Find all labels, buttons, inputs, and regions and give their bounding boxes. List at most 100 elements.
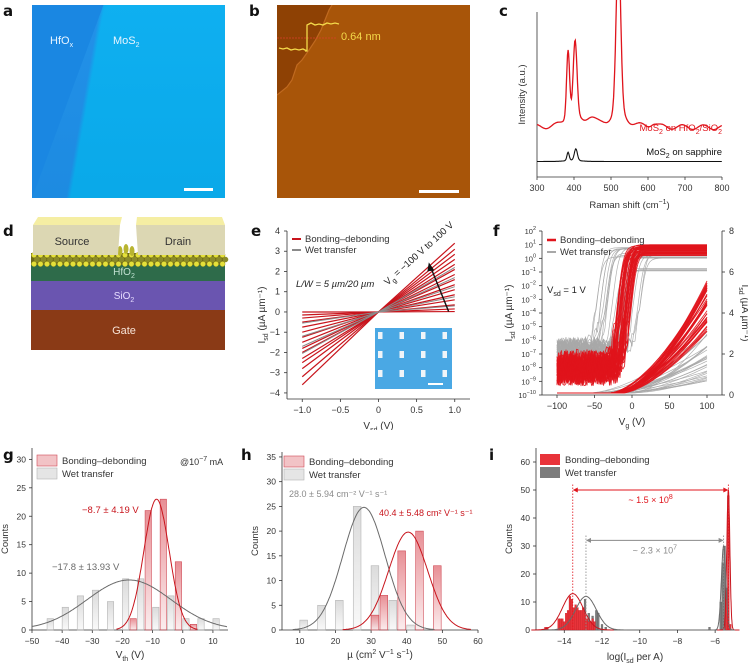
inset-electrode-pad — [399, 351, 404, 358]
mos2-atom — [99, 256, 105, 263]
text-part: 10 — [521, 364, 529, 373]
bar-bonding — [144, 510, 152, 631]
output-curve — [378, 242, 456, 313]
x-tick-label: 40 — [402, 636, 412, 646]
inset-electrode-pad — [442, 370, 447, 377]
text-part: 10 — [525, 227, 533, 236]
x-tick-label: −50 — [25, 636, 40, 646]
x-tick-label: −50 — [587, 401, 602, 411]
x-tick-label: 0 — [376, 405, 381, 415]
x-tick-label: −10 — [145, 636, 160, 646]
mos2-atom — [128, 261, 135, 267]
text-part: −1 — [402, 649, 410, 656]
legend-bonding: Bonding–debonding — [309, 457, 394, 468]
text-part: ~ 1.5 × 10 — [628, 495, 669, 505]
x-tick-label: −12 — [595, 636, 610, 646]
panel-label-d: d — [3, 222, 14, 240]
panel-label-i: i — [489, 446, 495, 464]
output-curve — [302, 311, 379, 343]
hfo2-label-sub: x — [69, 42, 74, 50]
x-tick-label: 50 — [664, 401, 674, 411]
bar-wet — [197, 618, 205, 631]
mos2-atom — [112, 256, 118, 263]
vsd-annotation: Vsd = 1 V — [547, 285, 586, 298]
x-axis-label: log(Isd per A) — [607, 652, 663, 664]
mos2-atom — [44, 261, 50, 267]
text-part: 10 — [521, 377, 529, 386]
y-tick-label-left: 10−7 — [521, 349, 536, 359]
x-tick-label: 10 — [208, 636, 218, 646]
output-curve — [302, 311, 379, 319]
y-tick-label: 30 — [521, 541, 531, 551]
y-tick-label-left: 101 — [525, 240, 536, 250]
mos2-atom — [60, 256, 66, 263]
y-tick-label-left: 10−1 — [521, 267, 536, 277]
y-tick-label: 60 — [521, 457, 531, 467]
legend-swatch-wet — [283, 468, 305, 481]
legend-swatch-wet — [540, 467, 560, 478]
y-tick-label-left: 10−5 — [521, 322, 536, 332]
mos2-atom — [109, 261, 115, 267]
x-tick-label: 0 — [629, 401, 634, 411]
y-tick-label-left: 10−6 — [521, 335, 536, 345]
legend-bonding: Bonding–debonding — [565, 455, 650, 466]
output-curve — [302, 311, 379, 324]
hfo2-label: HfO2 — [113, 267, 135, 280]
text-part: µ (cm — [347, 650, 372, 661]
legend-bonding: Bonding–debonding — [62, 456, 147, 467]
text-part: MoS — [640, 123, 660, 134]
y-tick-label-left: 100 — [525, 253, 536, 263]
sio2-sub: 2 — [130, 297, 134, 304]
x-axis-label: Vth (V) — [116, 650, 145, 663]
fit-label-wet: 28.0 ± 5.94 cm⁻² V⁻¹ s⁻¹ — [289, 489, 387, 499]
y-tick-label-right: 0 — [729, 390, 734, 400]
bar-wet — [137, 578, 145, 631]
text-part: 10 — [521, 295, 529, 304]
text-part: 10 — [525, 254, 533, 263]
output-curve — [378, 296, 455, 313]
x-tick-label: 0.5 — [410, 405, 423, 415]
bar-bonding — [397, 550, 406, 631]
mos2-atom — [96, 261, 102, 267]
legend-bonding: Bonding–debonding — [560, 235, 645, 246]
source-electrode — [33, 225, 120, 255]
x-tick-label: 300 — [529, 183, 544, 193]
y-axis-label-left: Isd (µA µm⁻¹) — [504, 285, 517, 342]
x-tick-label: −1.0 — [293, 405, 311, 415]
mos2-atom — [154, 261, 161, 267]
source-electrode-top — [33, 217, 122, 225]
text-part: sd — [553, 291, 561, 298]
mos2-atom — [170, 256, 177, 263]
panel-label-a: a — [3, 2, 14, 20]
inset-scale-bar — [428, 383, 443, 385]
mos2-label: MoS2 — [113, 35, 140, 49]
text-part: 10 — [521, 268, 529, 277]
panel-label-b: b — [249, 2, 260, 20]
y-tick-label: 40 — [521, 513, 531, 523]
text-part: (V) — [377, 421, 393, 430]
bar-bonding — [415, 530, 424, 631]
text-part: sd — [370, 427, 378, 430]
y-axis-label: Counts — [0, 524, 11, 554]
y-axis-label: Isd (µA µm⁻¹) — [257, 287, 270, 344]
text-part: 10 — [521, 350, 529, 359]
legend-hfo2: MoS2 on HfO2/SiO2 — [640, 123, 723, 136]
mos2-atom — [125, 256, 131, 263]
y-tick-label: 4 — [275, 226, 280, 236]
inset-electrode-pad — [378, 332, 383, 339]
y-tick-label: 1 — [275, 287, 280, 297]
hfo2-label: HfOx — [50, 35, 73, 49]
mos2-atom — [70, 261, 76, 267]
mos2-atom — [196, 256, 203, 263]
mos2-atom — [141, 261, 148, 267]
y-tick-label: 30 — [267, 477, 277, 487]
mos2-atom — [118, 256, 125, 263]
mos2-atom — [190, 256, 196, 263]
panel-label-c: c — [499, 2, 508, 20]
mos2-ripple — [129, 246, 135, 256]
flake-edge — [277, 5, 333, 96]
y-tick-label: 0 — [525, 625, 530, 635]
legend-wet: Wet transfer — [560, 247, 612, 258]
transfer-curve-log — [556, 250, 707, 387]
raman-series-hfo2 — [536, 0, 723, 131]
